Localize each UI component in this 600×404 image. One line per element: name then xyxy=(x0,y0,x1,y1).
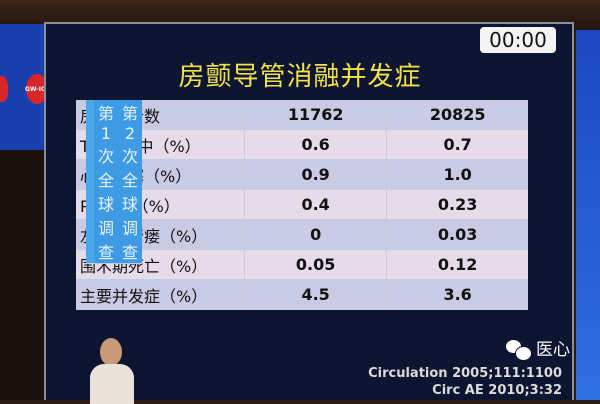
cell-survey1: 0 xyxy=(243,219,387,250)
header-survey1: 第1次全球调查 xyxy=(94,100,119,264)
gw-icc-logo xyxy=(26,74,48,104)
cell-survey2: 0.12 xyxy=(386,249,528,280)
slide-title: 房颤导管消融并发症 xyxy=(178,62,422,92)
logo-text: GW-ICC xyxy=(25,86,50,93)
table-header: 第1次全球调查 第2次全球调查 xyxy=(86,100,143,264)
cell-survey1: 0.9 xyxy=(243,159,387,190)
header-blank xyxy=(86,100,94,264)
cell-survey1: 0.4 xyxy=(243,189,387,220)
cell-survey1: 0.6 xyxy=(243,129,387,160)
presenter xyxy=(90,338,134,404)
citation: Circulation 2005;111:1100 xyxy=(368,366,562,381)
row-label: 围术期死亡（%） xyxy=(76,249,245,280)
cell-survey2: 0.03 xyxy=(386,219,528,250)
cell-survey2: 20825 xyxy=(386,100,528,130)
citation: Circ AE 2010;3:32 xyxy=(432,383,562,398)
cell-survey2: 0.23 xyxy=(386,189,528,220)
table-row: 心脏压塞（%）0.91.0 xyxy=(76,159,528,190)
complications-table: 第1次全球调查 第2次全球调查 房颤患者数1176220825 TIA或卒中（%… xyxy=(76,100,528,310)
header-survey2: 第2次全球调查 xyxy=(118,100,143,264)
logo-mark xyxy=(0,76,8,102)
table-row: 房颤患者数1176220825 xyxy=(76,100,528,130)
table-row: 主要并发症（%） 4.5 3.6 xyxy=(76,279,528,310)
table-row: PV狭窄（%）0.40.23 xyxy=(76,189,528,220)
stage xyxy=(0,150,52,400)
watermark-text: 医心 xyxy=(536,340,570,360)
wechat-icon xyxy=(506,340,532,361)
side-banner xyxy=(576,30,600,400)
cell-survey2: 3.6 xyxy=(386,279,528,310)
table-row: TIA或卒中（%）0.60.7 xyxy=(76,129,528,160)
cell-survey2: 0.7 xyxy=(386,129,528,160)
watermark: 医心 xyxy=(506,338,570,362)
row-label: 主要并发症（%） xyxy=(76,279,245,310)
presenter-head xyxy=(100,338,122,366)
presenter-body xyxy=(90,364,134,404)
cell-survey1: 11762 xyxy=(243,100,387,130)
cell-survey1: 0.05 xyxy=(243,249,387,280)
timer: 00:00 xyxy=(480,27,556,53)
table-row: 围术期死亡（%） 0.05 0.12 xyxy=(76,249,528,280)
cell-survey1: 4.5 xyxy=(243,279,387,310)
table-row: 左房食管瘘（%） 0 0.03 xyxy=(76,219,528,250)
conference-banner: GW-ICC xyxy=(0,24,52,154)
cell-survey2: 1.0 xyxy=(386,159,528,190)
